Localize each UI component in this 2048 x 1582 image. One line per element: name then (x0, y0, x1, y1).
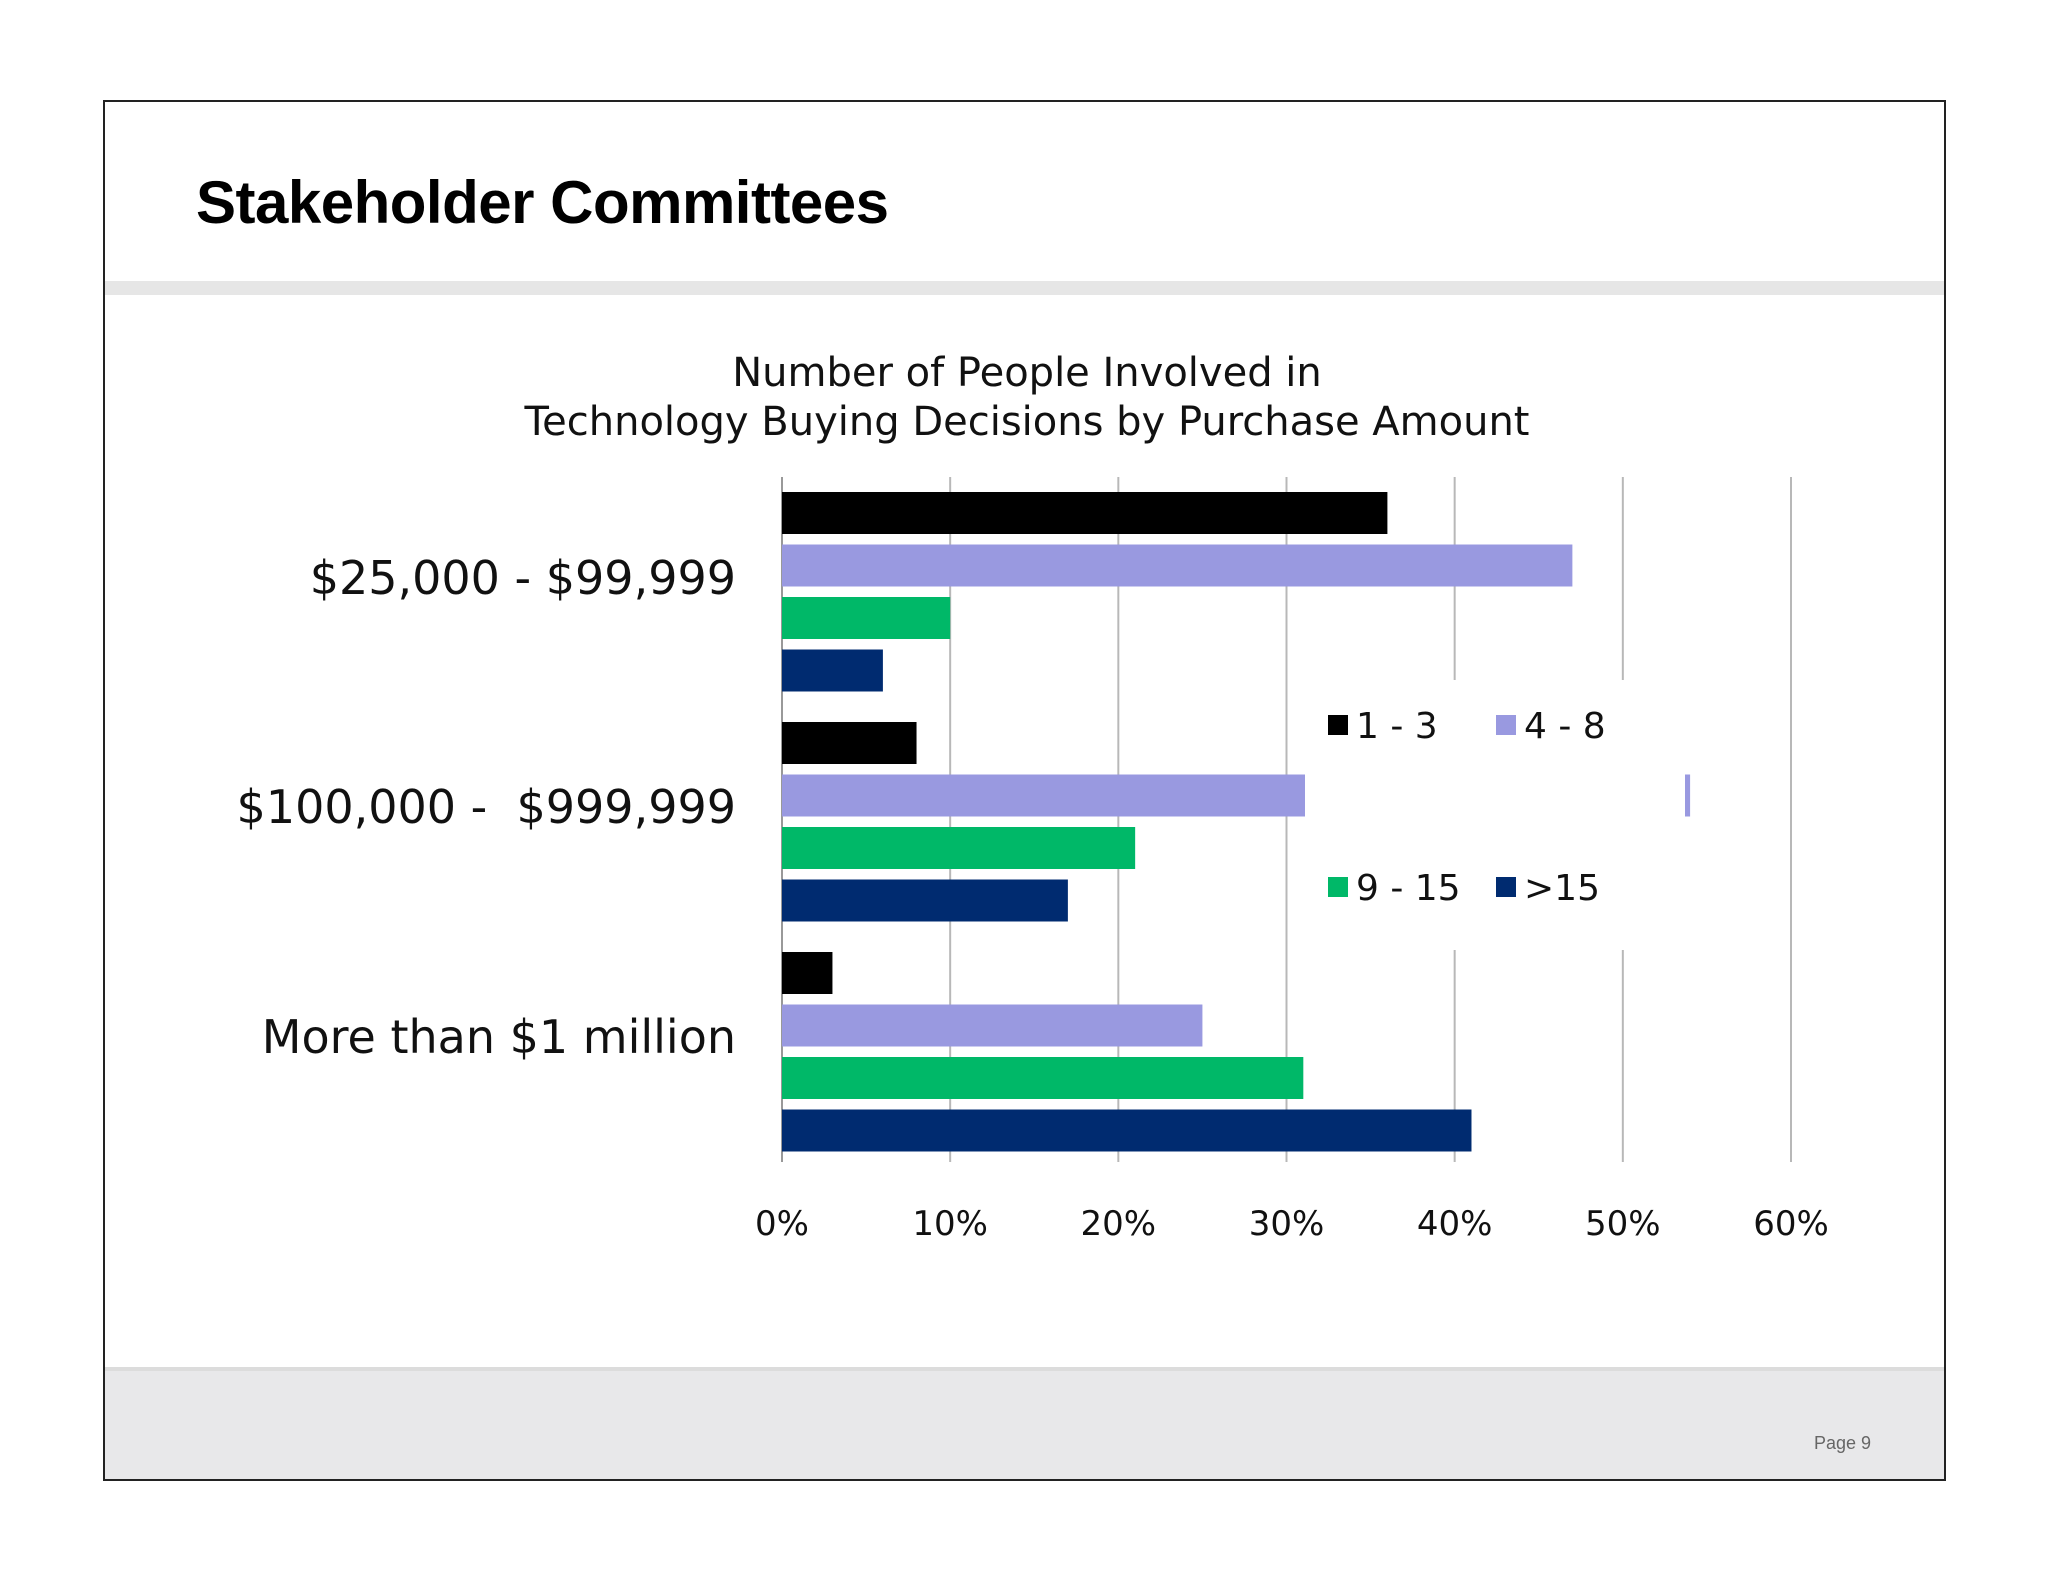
bar (782, 879, 1068, 922)
legend-swatch (1328, 715, 1348, 735)
bar (782, 722, 917, 764)
footer-band (105, 1367, 1944, 1479)
x-tick-label: 40% (1417, 1204, 1493, 1244)
gridlines (781, 477, 1792, 1162)
legend-label: 4 - 8 (1524, 706, 1606, 747)
category-label: $100,000 - $999,999 (237, 780, 736, 834)
bar (782, 1004, 1203, 1047)
page-number: Page 9 (1813, 1433, 1871, 1453)
bar (782, 544, 1573, 587)
x-tick-label: 30% (1249, 1204, 1325, 1244)
category-label: More than $1 million (262, 1010, 736, 1064)
bar (782, 597, 951, 639)
legend-swatch (1496, 715, 1516, 735)
bar (782, 827, 1136, 869)
bar (782, 952, 833, 994)
category-label: $25,000 - $99,999 (310, 551, 736, 605)
legend-swatch (1496, 877, 1516, 897)
x-axis-tick-labels: 0% 10% 20% 30% 40% 50% 60% (755, 1204, 1829, 1244)
chart-title-line: Number of People Involved in (732, 350, 1322, 396)
bar (782, 1057, 1304, 1099)
legend-label: >15 (1524, 868, 1600, 909)
x-tick-label: 20% (1081, 1204, 1157, 1244)
bar (782, 1109, 1472, 1152)
chart-title-line: Technology Buying Decisions by Purchase … (524, 399, 1530, 445)
legend: 1 - 3 4 - 8 9 - 15 >15 (1305, 680, 1685, 950)
bar (782, 492, 1388, 534)
x-tick-label: 10% (912, 1204, 988, 1244)
x-tick-label: 60% (1753, 1204, 1829, 1244)
legend-swatch (1328, 877, 1348, 897)
x-tick-label: 50% (1585, 1204, 1661, 1244)
legend-label: 9 - 15 (1356, 868, 1461, 909)
category-labels: $25,000 - $99,999 $100,000 - $999,999 More… (237, 551, 736, 1064)
slide-title: Stakeholder Committees (196, 169, 889, 236)
legend-background (1305, 680, 1685, 950)
x-tick-label: 0% (755, 1204, 809, 1244)
legend-label: 1 - 3 (1356, 706, 1438, 747)
bar (782, 649, 883, 692)
header-divider (105, 281, 1944, 295)
